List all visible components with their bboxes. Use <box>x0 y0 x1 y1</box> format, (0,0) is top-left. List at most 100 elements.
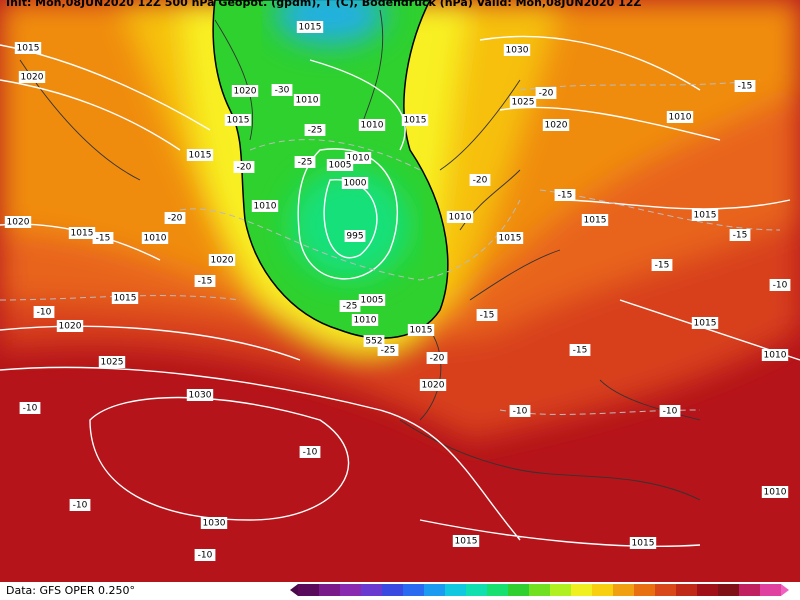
label-box <box>419 379 447 391</box>
isobar-label: 1010 <box>446 211 474 223</box>
isobar-label-text: 1005 <box>329 161 352 171</box>
temperature-label: -25 <box>304 124 326 136</box>
temperature-label: -20 <box>535 87 557 99</box>
label-box <box>341 177 369 189</box>
label-box <box>233 161 255 173</box>
isobar-label-text: 1010 <box>764 488 787 498</box>
label-box <box>224 114 252 126</box>
isobar-label-text: 1010 <box>296 96 319 106</box>
isobar-label: 1020 <box>4 216 32 228</box>
isobar-label-text: 1015 <box>632 539 655 549</box>
isobar-label: 1015 <box>629 537 657 549</box>
isobar-label: 1015 <box>407 324 435 336</box>
isobar-label: 1020 <box>18 71 46 83</box>
temperature-label-text: -25 <box>343 302 358 312</box>
map-field <box>0 0 800 582</box>
temperature-label-text: -25 <box>381 346 396 356</box>
temperature-label: -10 <box>33 306 55 318</box>
scale-cell <box>550 584 571 596</box>
scale-cell <box>424 584 445 596</box>
temperature-label-text: -15 <box>655 261 670 271</box>
scale-cell <box>445 584 466 596</box>
temperature-label: -10 <box>69 499 91 511</box>
label-box <box>358 119 386 131</box>
temperature-label: -20 <box>426 352 448 364</box>
label-box <box>294 156 316 168</box>
isobar-label-text: 1015 <box>71 229 94 239</box>
label-box <box>194 549 216 561</box>
temperature-label: -10 <box>19 402 41 414</box>
temperature-label-text: -10 <box>37 308 52 318</box>
label-box <box>194 275 216 287</box>
isobar-label-text: 1010 <box>669 113 692 123</box>
scale-cell <box>676 584 697 596</box>
label-box <box>358 294 386 306</box>
temperature-label: -15 <box>476 309 498 321</box>
scale-cell <box>529 584 550 596</box>
scale-arrow <box>781 584 789 596</box>
temperature-label-text: -20 <box>237 163 252 173</box>
isobar-label: 1015 <box>68 227 96 239</box>
label-box <box>569 344 591 356</box>
label-box <box>535 87 557 99</box>
label-box <box>92 232 114 244</box>
isobar-label-text: 1030 <box>189 391 212 401</box>
label-box <box>452 535 480 547</box>
label-box <box>200 517 228 529</box>
label-box <box>407 324 435 336</box>
label-box <box>344 230 366 242</box>
isobar-label-text: 1020 <box>545 121 568 131</box>
isobar-label-text: 1020 <box>422 381 445 391</box>
isobar-label-text: 1015 <box>299 23 322 33</box>
label-box <box>56 320 84 332</box>
label-box <box>304 124 326 136</box>
label-box <box>14 42 42 54</box>
isobar-label-text: 1005 <box>361 296 384 306</box>
isobar-label: 1020 <box>542 119 570 131</box>
isobar-label: 995 <box>344 230 366 242</box>
temperature-label-text: -20 <box>539 89 554 99</box>
label-box <box>251 200 279 212</box>
isobar-label: 1015 <box>691 317 719 329</box>
isobar-label-text: 1015 <box>584 216 607 226</box>
label-box <box>509 405 531 417</box>
label-box <box>363 335 385 347</box>
label-box <box>426 352 448 364</box>
isobar-label: 1010 <box>141 232 169 244</box>
temperature-label-text: -10 <box>773 281 788 291</box>
scale-cell <box>613 584 634 596</box>
isobar-label-text: 1010 <box>354 316 377 326</box>
isobar-label-text: 1015 <box>694 211 717 221</box>
label-box <box>729 229 751 241</box>
label-box <box>554 189 576 201</box>
isobar-label-text: 1010 <box>361 121 384 131</box>
temperature-label-text: -10 <box>513 407 528 417</box>
geopotential-label: 552 <box>363 335 385 347</box>
isobar-label: 1025 <box>509 96 537 108</box>
isobar-label-text: 1010 <box>254 202 277 212</box>
scale-cell <box>382 584 403 596</box>
temperature-label: -20 <box>469 174 491 186</box>
header-text: Init: Mon,08JUN2020 12Z 500 hPa Geopot. … <box>6 0 641 9</box>
scale-cell <box>508 584 529 596</box>
scale-cell <box>634 584 655 596</box>
label-box <box>734 80 756 92</box>
label-box <box>111 292 139 304</box>
temperature-label: -10 <box>194 549 216 561</box>
scale-cell <box>403 584 424 596</box>
isobar-label: 1030 <box>186 389 214 401</box>
scale-arrow <box>290 584 298 596</box>
scale-cell <box>487 584 508 596</box>
temperature-label-text: -20 <box>473 176 488 186</box>
isobar-label-text: 1015 <box>17 44 40 54</box>
label-box <box>18 71 46 83</box>
isobar-label-text: 1020 <box>211 256 234 266</box>
scale-cell <box>592 584 613 596</box>
label-box <box>691 209 719 221</box>
temperature-label-text: -25 <box>298 158 313 168</box>
isobar-label-text: 1010 <box>347 154 370 164</box>
label-box <box>164 212 186 224</box>
isobar-label: 1020 <box>56 320 84 332</box>
temperature-label: -20 <box>233 161 255 173</box>
scale-cell <box>466 584 487 596</box>
